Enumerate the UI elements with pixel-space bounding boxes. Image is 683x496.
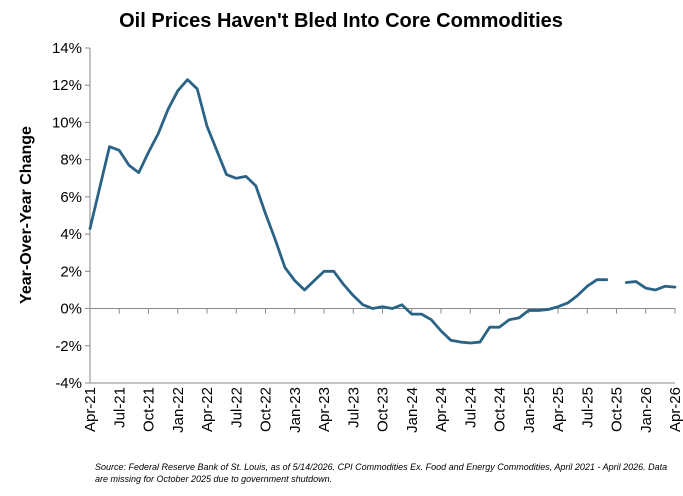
x-tick-label: Jan-25 bbox=[521, 387, 538, 433]
x-tick-label: Jan-22 bbox=[170, 387, 187, 433]
x-tick-label: Jul-23 bbox=[345, 387, 362, 428]
y-tick-label: 2% bbox=[60, 263, 82, 280]
y-tick-label: 4% bbox=[60, 226, 82, 243]
y-tick-label: 6% bbox=[60, 189, 82, 206]
y-tick-label: -2% bbox=[55, 338, 82, 355]
x-tick-label: Apr-21 bbox=[82, 387, 99, 432]
series-group bbox=[88, 78, 677, 345]
y-tick-label: 14% bbox=[52, 40, 82, 57]
x-tick-label: Jul-25 bbox=[579, 387, 596, 428]
y-tick-label: 10% bbox=[52, 114, 82, 131]
chart-title: Oil Prices Haven't Bled Into Core Commod… bbox=[119, 10, 563, 32]
y-tick-label: 12% bbox=[52, 77, 82, 94]
y-tick-label: 8% bbox=[60, 152, 82, 169]
x-tick-label: Apr-22 bbox=[199, 387, 216, 432]
y-axis-ticks: -4% -2% 0% 2% 4% 6% 8% 10% 12% 14% bbox=[52, 40, 90, 392]
x-tick-label: Jan-23 bbox=[287, 387, 304, 433]
x-tick-label: Oct-22 bbox=[258, 387, 275, 432]
x-tick-label: Oct-21 bbox=[141, 387, 158, 432]
x-tick-label: Apr-24 bbox=[433, 387, 450, 432]
x-tick-label: Oct-24 bbox=[492, 387, 509, 432]
x-tick-label: Jan-26 bbox=[638, 387, 655, 433]
axes bbox=[89, 48, 675, 384]
y-tick-label: -4% bbox=[55, 375, 82, 392]
x-tick-label: Jan-24 bbox=[404, 387, 421, 433]
x-tick-label: Jul-24 bbox=[462, 387, 479, 428]
x-tick-label: Apr-23 bbox=[316, 387, 333, 432]
x-tick-label: Oct-25 bbox=[609, 387, 626, 432]
x-tick-label: Oct-23 bbox=[375, 387, 392, 432]
series-line bbox=[88, 78, 677, 345]
y-axis-label: Year-Over-Year Change bbox=[18, 126, 35, 304]
x-tick-label: Jul-22 bbox=[228, 387, 245, 428]
x-tick-label: Apr-26 bbox=[667, 387, 683, 432]
x-axis-ticks: Apr-21 Jul-21 Oct-21 Jan-22 Apr-22 Jul-22 Oct-… bbox=[82, 308, 683, 433]
x-tick-label: Jul-21 bbox=[111, 387, 128, 428]
source-note: Source: Federal Reserve Bank of St. Loui… bbox=[95, 462, 668, 484]
y-tick-label: 0% bbox=[60, 301, 82, 318]
x-tick-label: Apr-25 bbox=[550, 387, 567, 432]
